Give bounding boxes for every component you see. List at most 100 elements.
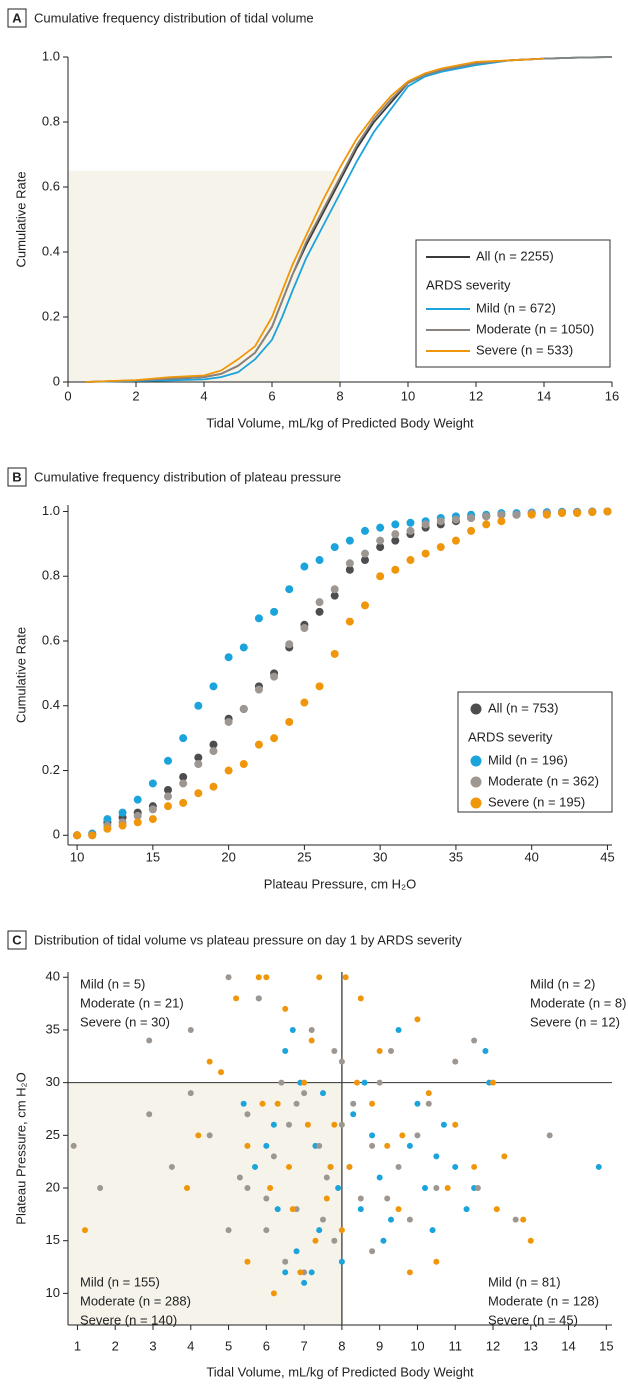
data-point	[482, 512, 491, 521]
quadrant-label: Moderate (n = 8)	[530, 995, 626, 1010]
data-point	[433, 1258, 440, 1265]
data-point	[436, 517, 445, 526]
data-point	[118, 821, 127, 830]
x-tick-label: 45	[600, 849, 614, 864]
data-point	[315, 598, 324, 607]
x-tick-label: 14	[537, 388, 551, 403]
data-point	[103, 824, 112, 833]
data-point	[225, 1227, 232, 1234]
data-point	[433, 1185, 440, 1192]
quadrant-label: Mild (n = 155)	[80, 1274, 160, 1289]
data-point	[345, 565, 354, 574]
data-point	[406, 518, 415, 527]
y-tick-label: 0.6	[42, 178, 60, 193]
chart-title: Distribution of tidal volume vs plateau …	[34, 932, 462, 947]
data-point	[164, 802, 173, 811]
data-point	[338, 1058, 345, 1065]
data-point	[330, 585, 339, 594]
data-point	[300, 624, 309, 633]
data-point	[263, 1142, 270, 1149]
y-axis-title: Cumulative Rate	[13, 171, 28, 267]
data-point	[285, 717, 294, 726]
data-point	[194, 753, 203, 762]
data-point	[497, 517, 506, 526]
data-point	[399, 1132, 406, 1139]
x-tick-label: 7	[300, 1338, 307, 1353]
data-point	[369, 1132, 376, 1139]
x-tick-label: 2	[112, 1338, 119, 1353]
x-tick-label: 10	[70, 849, 84, 864]
data-point	[254, 685, 263, 694]
data-point	[422, 1185, 428, 1192]
legend-label: Moderate (n = 362)	[488, 773, 599, 788]
y-tick-label: 1.0	[42, 48, 60, 63]
data-point	[345, 536, 354, 545]
data-point	[331, 1048, 338, 1055]
data-point	[187, 1026, 194, 1033]
data-point	[187, 1090, 194, 1097]
panel-label-box	[7, 467, 27, 487]
y-tick-label: 0.8	[42, 113, 60, 128]
data-point	[361, 601, 370, 610]
data-point	[194, 701, 203, 710]
data-point	[239, 643, 248, 652]
data-point	[338, 1227, 345, 1234]
data-point	[263, 1227, 270, 1234]
y-tick-label: 30	[46, 1074, 60, 1089]
data-point	[297, 1269, 304, 1276]
data-point	[327, 1163, 334, 1170]
data-point	[194, 789, 203, 798]
data-point	[406, 526, 415, 535]
data-point	[244, 1111, 251, 1118]
data-point	[88, 831, 97, 840]
x-tick-label: 2	[132, 388, 139, 403]
y-tick-label: 0	[53, 827, 60, 842]
data-point	[331, 1237, 338, 1244]
x-tick-label: 35	[449, 849, 463, 864]
data-point	[316, 1227, 323, 1234]
data-point	[118, 808, 127, 817]
data-point	[588, 508, 597, 517]
data-point	[236, 1174, 243, 1181]
data-point	[421, 549, 430, 558]
shaded-region	[68, 1082, 342, 1325]
legend-label: Severe (n = 533)	[476, 342, 573, 357]
data-point	[350, 1111, 357, 1118]
data-point	[369, 1248, 376, 1255]
data-point	[270, 1153, 277, 1160]
data-point	[512, 1216, 519, 1223]
data-point	[323, 1174, 330, 1181]
data-point	[286, 1163, 292, 1170]
data-point	[451, 536, 460, 545]
data-point	[474, 1185, 481, 1192]
data-point	[527, 1237, 534, 1244]
data-point	[148, 805, 157, 814]
x-tick-label: 10	[401, 388, 415, 403]
series-line	[84, 57, 545, 383]
y-tick-label: 20	[46, 1179, 60, 1194]
data-point	[179, 779, 188, 788]
data-point	[335, 1185, 342, 1192]
quadrant-label: Severe (n = 30)	[80, 1014, 170, 1029]
data-point	[263, 1195, 270, 1202]
data-point	[270, 1290, 277, 1297]
data-point	[240, 1100, 247, 1107]
data-point	[97, 1185, 104, 1192]
data-point	[346, 1163, 353, 1170]
data-point	[467, 526, 476, 535]
quadrant-label: Severe (n = 12)	[530, 1014, 620, 1029]
panel-label-box	[7, 8, 27, 28]
x-tick-label: 3	[149, 1338, 156, 1353]
legend-title: ARDS severity	[468, 729, 553, 744]
data-point	[388, 1216, 394, 1223]
x-tick-label: 5	[225, 1338, 232, 1353]
legend-box	[457, 691, 613, 813]
data-point	[361, 549, 370, 558]
data-point	[451, 515, 460, 524]
data-point	[244, 1185, 251, 1192]
x-tick-label: 16	[605, 388, 619, 403]
data-point	[391, 565, 400, 574]
data-point	[452, 1121, 459, 1128]
data-point	[512, 510, 521, 519]
data-point	[330, 543, 339, 552]
